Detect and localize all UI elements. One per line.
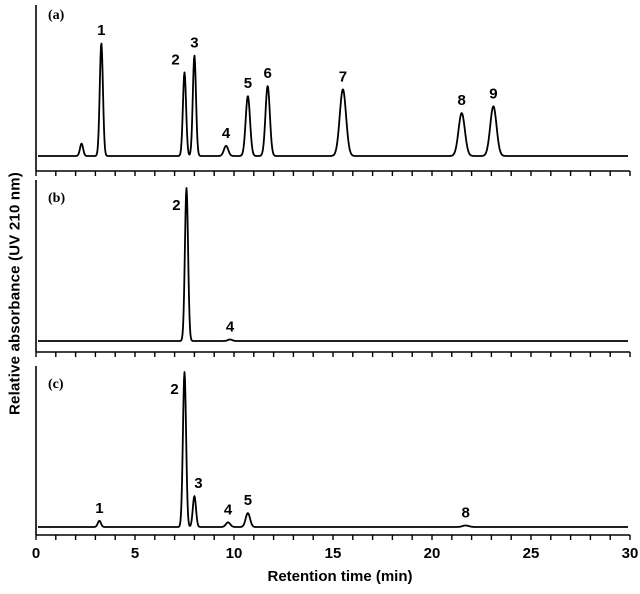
peak-label: 9: [489, 85, 497, 102]
chromatogram-trace: [37, 371, 629, 528]
peak-label: 6: [263, 65, 271, 82]
peak-label: 1: [95, 500, 103, 517]
panel-a: (a) 1 23 4 56 7 8 9: [35, 5, 631, 176]
peak-label: 4: [226, 318, 235, 335]
peak-label: 7: [339, 68, 347, 85]
x-tick-label: 25: [523, 545, 540, 562]
x-tick-label: 15: [325, 545, 342, 562]
panel-label: (b): [48, 191, 65, 206]
peak-label: 8: [458, 92, 466, 109]
peak-label: 5: [244, 75, 252, 92]
panel-b: (b) 2 4: [35, 180, 631, 357]
x-tick-label: 30: [622, 545, 639, 562]
chromatogram-trace: [37, 187, 629, 342]
panel-label: (a): [48, 8, 65, 23]
panel-c: (c) 1 2 3 45 8: [35, 366, 631, 540]
x-tick-label: 20: [424, 545, 441, 562]
peak-label: 8: [461, 504, 469, 521]
peak-label: 5: [244, 492, 252, 509]
peak-label: 3: [194, 475, 202, 492]
x-tick-label: 5: [131, 545, 139, 562]
peak-label: 4: [224, 501, 233, 518]
y-axis-label: Relative absorbance (UV 210 nm): [6, 172, 24, 415]
panel-label: (c): [48, 377, 64, 392]
peak-label: 1: [97, 22, 105, 39]
x-axis-label: Retention time (min): [267, 568, 413, 585]
x-tick-label: 10: [226, 545, 243, 562]
peak-label: 4: [222, 125, 231, 142]
peak-label: 2: [170, 381, 178, 398]
x-tick-label: 0: [32, 545, 40, 562]
peak-label: 2: [171, 51, 179, 68]
peak-label: 2: [172, 197, 180, 214]
peak-label: 3: [190, 34, 198, 51]
chromatogram-trace: [37, 42, 629, 157]
